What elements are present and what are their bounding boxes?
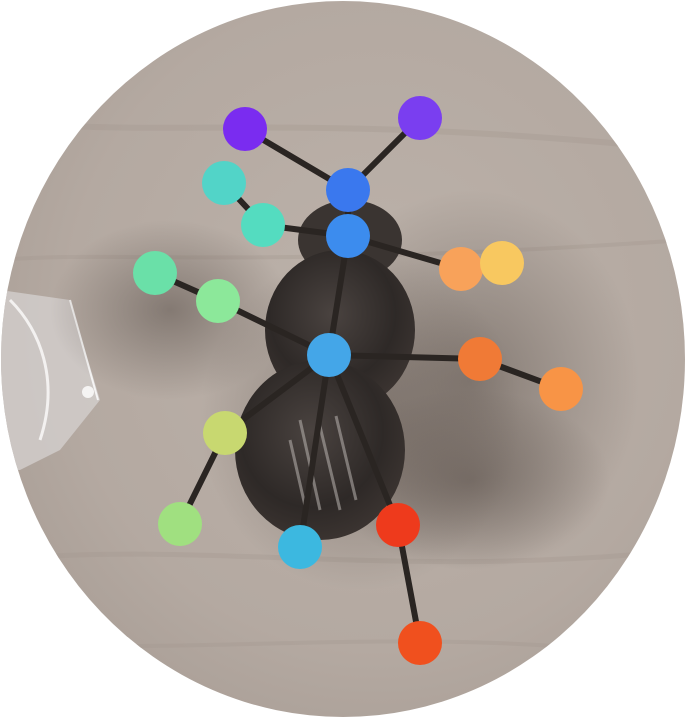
keypoint-mid-left-leg-joint: [196, 279, 240, 323]
keypoint-front-right-leg-tip: [480, 241, 524, 285]
keypoint-head-lower: [326, 214, 370, 258]
keypoint-thorax: [307, 333, 351, 377]
keypoint-head-upper: [326, 168, 370, 212]
keypoint-mid-right-leg-tip: [539, 367, 583, 411]
keypoint-mid-left-leg-tip: [133, 251, 177, 295]
keypoint-front-left-leg-tip: [202, 161, 246, 205]
keypoint-abdomen-tip: [278, 525, 322, 569]
keypoint-hind-right-leg-tip: [398, 621, 442, 665]
limb-thorax: [297, 352, 332, 550]
keypoint-hind-left-leg-tip: [158, 502, 202, 546]
keypoint-antenna-left-tip: [223, 107, 267, 151]
keypoint-front-left-leg-joint: [241, 203, 285, 247]
keypoint-hind-right-leg-joint: [376, 503, 420, 547]
keypoint-hind-left-leg-joint: [203, 411, 247, 455]
keypoint-mid-right-leg-joint: [458, 337, 502, 381]
keypoint-front-right-leg-joint: [439, 247, 483, 291]
keypoint-antenna-right-tip: [398, 96, 442, 140]
limb-mid-right-leg-joint: [326, 352, 483, 362]
limb-hind-right-leg-joint: [326, 352, 401, 528]
keypoint-markers: [133, 96, 583, 665]
